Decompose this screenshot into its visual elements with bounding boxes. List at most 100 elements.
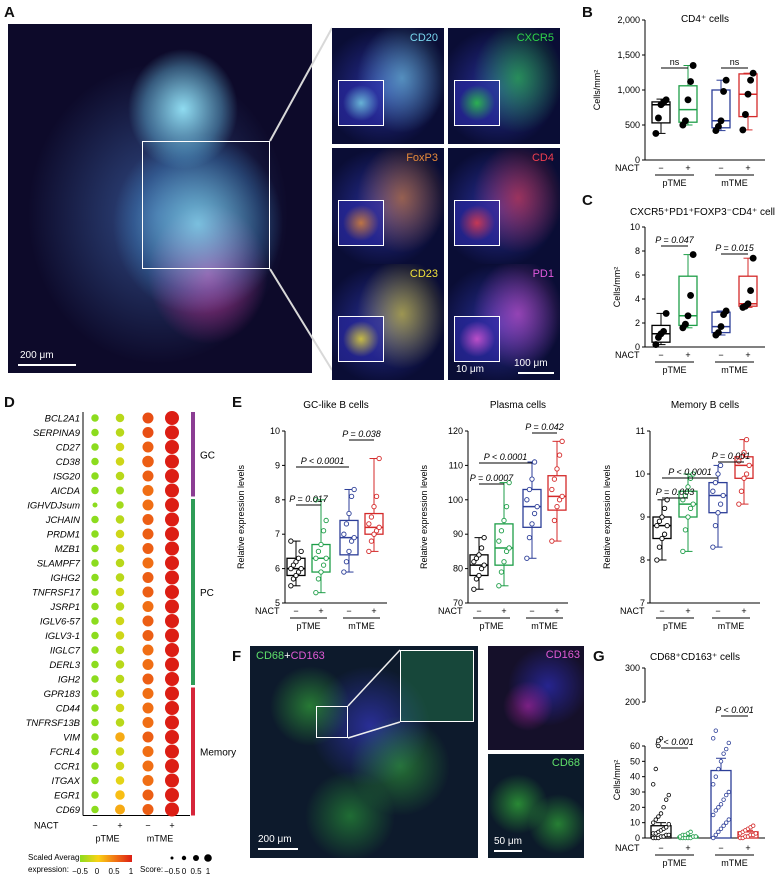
significance-label: P < 0.0001 (301, 456, 344, 466)
nact-sign: + (554, 606, 559, 616)
expression-dot (91, 747, 99, 756)
cd163-label: CD163 (290, 650, 325, 662)
cluster-label: PC (200, 588, 214, 599)
scale-bar-label: 50 μm (494, 836, 522, 847)
expression-dot (115, 674, 125, 684)
gene-label: BCL2A1 (45, 414, 80, 425)
marker-inset (338, 80, 384, 126)
data-point (662, 309, 670, 317)
y-tick-label: 2 (635, 318, 640, 328)
data-point (346, 548, 352, 555)
expression-dot (165, 498, 179, 512)
data-point (481, 534, 487, 541)
data-point (681, 117, 689, 125)
data-point (689, 62, 697, 69)
panel-label-d: D (4, 394, 15, 411)
data-point (684, 96, 692, 104)
y-tick-label: 6 (635, 270, 640, 280)
expression-dot (165, 556, 179, 570)
data-point (724, 820, 729, 825)
expression-dot (91, 428, 99, 437)
gene-label: IGLV6-57 (40, 617, 81, 628)
data-point (290, 562, 297, 568)
data-point (713, 832, 718, 838)
expression-dot (91, 559, 99, 567)
significance-label: ns (730, 57, 740, 67)
data-point (496, 583, 502, 589)
data-point (690, 501, 696, 507)
expression-dot (165, 585, 179, 599)
expression-dot (165, 657, 179, 672)
nact-sign: + (685, 163, 690, 173)
data-point (746, 462, 752, 469)
data-point (721, 823, 726, 828)
y-tick-label: 8 (640, 555, 645, 565)
expression-dot (115, 645, 125, 655)
expression-dot (165, 715, 179, 730)
data-point (298, 565, 304, 572)
expression-dot (91, 791, 99, 799)
data-point (656, 814, 661, 819)
y-tick-label: 80 (453, 564, 463, 574)
gene-label: JCHAIN (45, 515, 80, 526)
expression-dot (115, 558, 125, 568)
data-point (368, 538, 375, 544)
data-point (753, 831, 758, 836)
data-point (711, 812, 716, 818)
y-tick-label: 2,000 (617, 15, 640, 25)
scale-bar-label: 200 μm (258, 834, 292, 845)
marker-inset (338, 200, 384, 246)
data-point (471, 586, 477, 592)
expression-dot (91, 472, 99, 480)
data-point (717, 501, 724, 507)
nact-label: NACT (438, 606, 463, 616)
group-label: mTME (721, 178, 748, 188)
data-point (654, 522, 660, 529)
y-axis-label: Cells/mm² (592, 70, 602, 111)
data-point (506, 479, 512, 486)
data-point (501, 517, 507, 524)
expression-dot (115, 515, 125, 524)
data-point (716, 805, 721, 810)
data-point (501, 559, 507, 565)
data-point (366, 548, 372, 555)
data-point (720, 87, 728, 95)
expression-dot (142, 586, 154, 598)
data-point (373, 528, 380, 534)
data-point (716, 829, 721, 835)
data-point (721, 751, 726, 756)
significance-label: P = 0.017 (289, 494, 328, 504)
data-point (659, 535, 665, 542)
data-point (371, 504, 377, 510)
marker-inset (454, 80, 500, 126)
y-tick-label: 0 (635, 155, 640, 165)
group-label: pTME (663, 621, 687, 631)
nact-label: NACT (615, 163, 640, 173)
expression-dot (142, 427, 154, 438)
data-point (556, 497, 563, 503)
nact-sign: − (658, 163, 663, 173)
data-point (689, 251, 697, 259)
main-micrograph: 200 μm (8, 24, 312, 373)
data-point (662, 96, 670, 104)
expression-dot (142, 615, 154, 627)
expression-dot (115, 544, 125, 553)
cluster-bar (191, 499, 195, 685)
expression-dot (165, 527, 179, 541)
data-point (687, 291, 695, 299)
expression-dot (142, 572, 154, 583)
marker-label: CD4 (531, 152, 554, 164)
marker-inset (338, 316, 384, 362)
expression-dot (165, 483, 179, 498)
expression-dot (165, 440, 179, 454)
data-point (651, 820, 656, 825)
gene-label: SLAMPF7 (37, 559, 81, 570)
data-point (684, 312, 692, 320)
data-point (496, 538, 502, 544)
data-point (341, 531, 347, 537)
expression-dot (142, 543, 154, 554)
expression-dot (165, 469, 179, 483)
box (678, 85, 698, 123)
significance-label: P = 0.0007 (470, 473, 514, 483)
y-tick-label: 8 (635, 246, 640, 256)
